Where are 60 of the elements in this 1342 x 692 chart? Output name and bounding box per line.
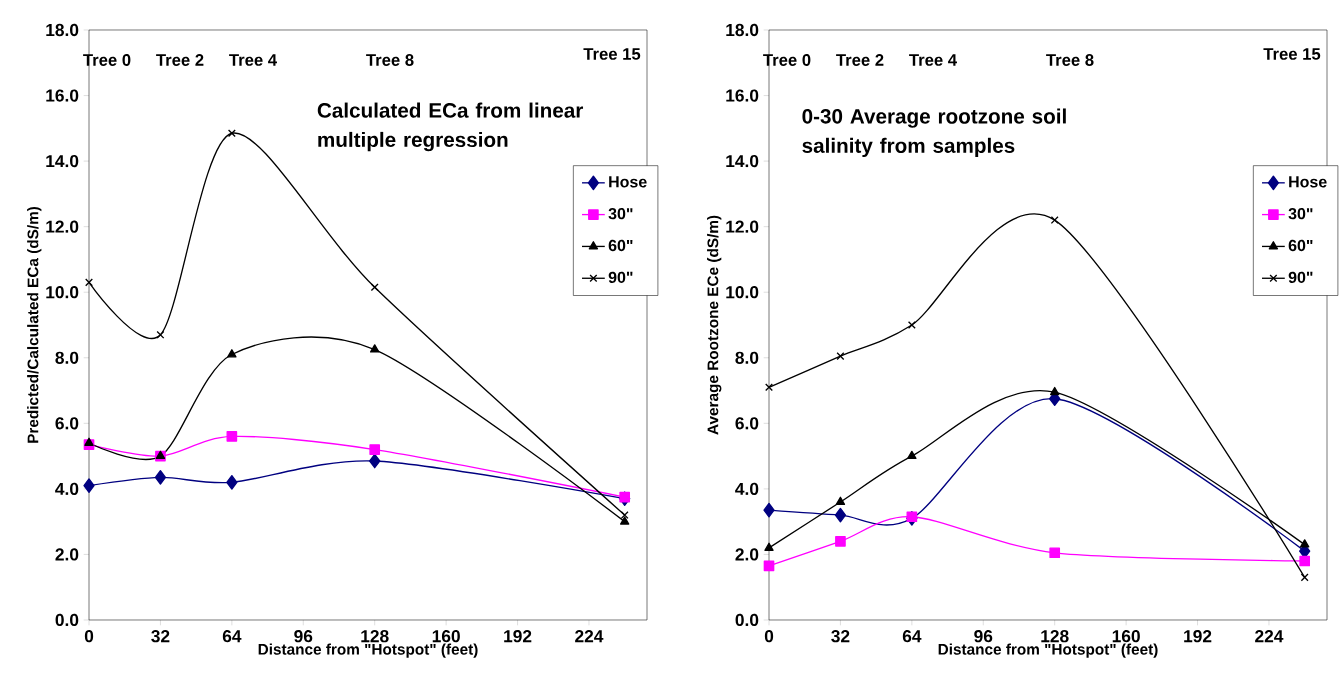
y-tick-label: 18.0	[46, 23, 79, 37]
legend-label: 30"	[608, 208, 633, 220]
annotation: Tree 4	[229, 54, 277, 66]
annotation: Tree 8	[366, 54, 414, 66]
legend-label: Hose	[609, 176, 647, 188]
legend-label: 90"	[1288, 271, 1313, 283]
y-tick-label: 6.0	[55, 417, 79, 430]
y-tick-label: 4.0	[55, 482, 79, 496]
y-tick-label: 4.0	[735, 482, 759, 496]
x-tick-label: 64	[222, 630, 242, 643]
x-tick-label: 0	[84, 630, 94, 643]
x-tick-label: 224	[575, 630, 604, 643]
annotation: Tree 2	[156, 54, 204, 66]
legend-label: 90"	[608, 271, 633, 283]
legend-label: Hose	[1289, 176, 1327, 188]
annotation: Tree 0	[83, 54, 131, 66]
y-tick-label: 12.0	[46, 220, 79, 233]
x-tick-label: 96	[294, 630, 313, 643]
y-tick-label: 16.0	[46, 89, 79, 102]
x-tick-label: 0	[764, 630, 774, 643]
y-tick-label: 18.0	[726, 23, 759, 37]
y-tick-label: 0.0	[735, 613, 759, 627]
y-axis-title: Predicted/Calculated ECa (dS/m)	[27, 206, 42, 443]
y-tick-label: 6.0	[735, 417, 759, 430]
x-tick-label: 192	[1184, 630, 1212, 643]
x-tick-label: 64	[902, 630, 922, 643]
y-tick-label: 8.0	[55, 351, 79, 364]
annotation: Tree 8	[1046, 54, 1094, 66]
x-axis-title: Distance from "Hotspot" (feet)	[938, 643, 1158, 658]
x-tick-label: 192	[504, 630, 532, 643]
x-tick-label: 32	[831, 630, 850, 643]
y-tick-label: 14.0	[46, 154, 79, 168]
text: Calculated ECa from linear multiple regression	[317, 102, 584, 152]
x-tick-label: 160	[1112, 630, 1140, 643]
y-tick-label: 12.0	[726, 220, 759, 233]
legend-label: 30"	[1288, 208, 1313, 220]
x-tick-label: 224	[1255, 630, 1284, 643]
x-tick-label: 32	[151, 630, 170, 643]
annotation: Tree 4	[909, 54, 957, 66]
legend-label: 60"	[608, 239, 633, 252]
x-tick-label: 96	[974, 630, 993, 643]
y-tick-label: 10.0	[46, 286, 79, 299]
y-tick-label: 14.0	[726, 154, 759, 168]
y-tick-label: 10.0	[726, 286, 759, 299]
y-tick-label: 0.0	[55, 613, 79, 627]
y-tick-label: 2.0	[55, 548, 79, 561]
x-tick-label: 160	[432, 630, 460, 643]
annotation: Tree 0	[763, 54, 811, 66]
x-tick-label: 128	[1041, 630, 1069, 643]
x-axis-title: Distance from "Hotspot" (feet)	[258, 643, 478, 658]
x-tick-label: 128	[361, 630, 389, 643]
text: 0-30 Average rootzone soil salinity from samples	[802, 108, 1066, 158]
annotation: Tree 15	[583, 48, 641, 60]
annotation: Tree 2	[836, 54, 884, 66]
y-axis-title: Average Rootzone ECe (dS/m)	[707, 215, 722, 435]
annotation: Tree 15	[1263, 48, 1321, 60]
y-tick-label: 2.0	[735, 548, 759, 561]
legend-label: 60"	[1288, 239, 1313, 252]
y-tick-label: 8.0	[735, 351, 759, 364]
y-tick-label: 16.0	[726, 89, 759, 102]
